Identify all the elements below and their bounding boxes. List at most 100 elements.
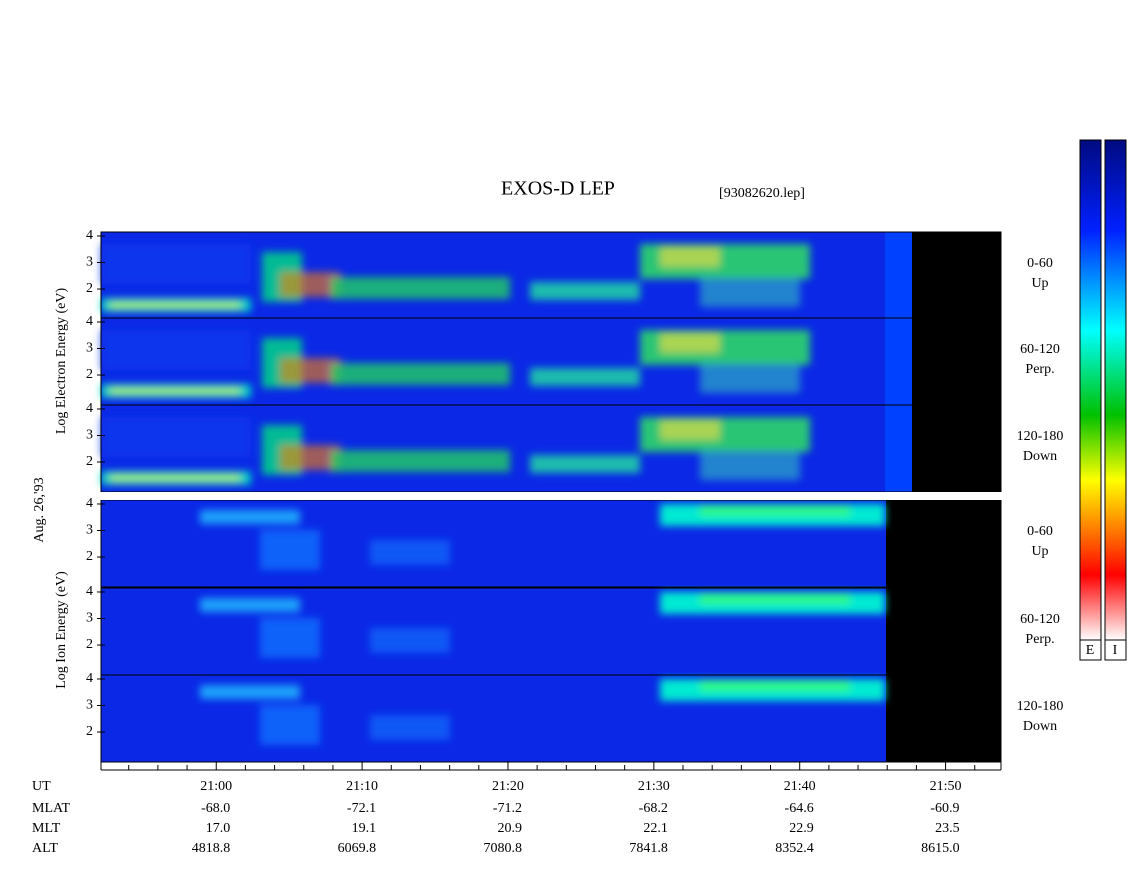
spectrogram-features	[200, 592, 885, 658]
colorbar	[1079, 139, 1102, 641]
table-cell: 22.9	[789, 821, 814, 836]
data-gap	[886, 588, 1001, 675]
group-gap	[99, 492, 1003, 500]
y-tick-label: 3	[86, 611, 93, 626]
y-tick-label: 4	[86, 671, 93, 686]
feature	[700, 450, 800, 480]
y-tick-label: 2	[86, 281, 93, 296]
y-tick-label: 2	[86, 724, 93, 739]
feature	[660, 333, 720, 353]
row-label: ALT	[32, 841, 58, 856]
blue-strip	[885, 232, 912, 319]
colorbar-label: E	[1086, 643, 1095, 658]
table-cell: -68.2	[639, 801, 668, 816]
x-tick-label: 21:00	[200, 779, 232, 794]
spectrogram-features	[101, 330, 810, 398]
colorbar-box	[1079, 639, 1102, 661]
spectrogram-features	[101, 417, 810, 485]
y-tick-label: 4	[86, 496, 93, 511]
x-tick-label: 21:40	[784, 779, 816, 794]
spectrogram	[100, 674, 1002, 763]
blue-strip	[885, 318, 912, 405]
feature	[700, 363, 800, 393]
y-tick-label: 4	[86, 401, 93, 416]
y-tick-label: 4	[86, 228, 93, 243]
data-gap	[912, 232, 1001, 319]
table-cell: 8352.4	[775, 841, 814, 856]
feature	[370, 628, 450, 653]
feature	[530, 455, 640, 473]
panel-label: Up	[1031, 276, 1048, 291]
axis-label: Log Electron Energy (eV)	[54, 288, 69, 435]
feature	[660, 247, 720, 267]
row-label: MLT	[32, 821, 61, 836]
row-label: UT	[32, 779, 51, 794]
x-tick-label: 21:30	[638, 779, 670, 794]
panel-label: Perp.	[1025, 362, 1054, 377]
panel-label: Up	[1031, 544, 1048, 559]
spectrogram	[100, 317, 1002, 406]
spectrogram	[100, 499, 1002, 588]
feature	[330, 363, 510, 385]
y-tick-label: 2	[86, 549, 93, 564]
panel-label: Down	[1023, 719, 1057, 734]
feature	[110, 302, 240, 308]
table-cell: 17.0	[206, 821, 231, 836]
feature	[660, 420, 720, 440]
panel-label: Perp.	[1025, 632, 1054, 647]
feature	[700, 506, 850, 516]
spectrogram-features	[101, 244, 810, 312]
panel-label: 0-60	[1027, 524, 1053, 539]
feature	[370, 715, 450, 740]
feature	[101, 417, 251, 457]
spectrogram	[100, 587, 1002, 676]
feature	[530, 368, 640, 386]
feature	[101, 330, 251, 370]
feature	[110, 388, 240, 394]
table-cell: -60.9	[930, 801, 959, 816]
panel-label: 60-120	[1020, 612, 1060, 627]
x-tick-label: 21:10	[346, 779, 378, 794]
table-cell: 20.9	[497, 821, 522, 836]
feature	[200, 685, 300, 699]
y-tick-label: 3	[86, 255, 93, 270]
x-tick-label: 21:50	[930, 779, 962, 794]
chart-subtitle: [93082620.lep]	[719, 186, 805, 201]
panel-label: 0-60	[1027, 256, 1053, 271]
data-gap	[912, 318, 1001, 405]
panel-label: 120-180	[1017, 429, 1064, 444]
feature	[370, 540, 450, 565]
axis-label: Log Ion Energy (eV)	[54, 571, 69, 689]
y-tick-label: 2	[86, 367, 93, 382]
data-gap	[886, 500, 1001, 587]
data-gap	[912, 405, 1001, 492]
y-tick-label: 3	[86, 428, 93, 443]
feature	[260, 705, 320, 745]
y-tick-label: 4	[86, 584, 93, 599]
table-cell: 8615.0	[921, 841, 960, 856]
panel-label: Down	[1023, 449, 1057, 464]
feature	[700, 277, 800, 307]
table-cell: 19.1	[352, 821, 377, 836]
feature	[101, 244, 251, 284]
x-tick-label: 21:20	[492, 779, 524, 794]
colorbar	[1104, 139, 1127, 641]
y-tick-label: 3	[86, 341, 93, 356]
y-tick-label: 2	[86, 637, 93, 652]
table-cell: -72.1	[347, 801, 376, 816]
data-gap	[886, 675, 1001, 762]
table-cell: -71.2	[493, 801, 522, 816]
feature	[330, 450, 510, 472]
spectrogram-features	[200, 679, 885, 745]
blue-strip	[885, 405, 912, 492]
row-label: MLAT	[32, 801, 71, 816]
feature	[260, 618, 320, 658]
spectrogram-features	[200, 504, 885, 570]
feature	[330, 277, 510, 299]
feature	[260, 530, 320, 570]
spectrogram	[100, 231, 1002, 320]
table-cell: -64.6	[785, 801, 814, 816]
table-cell: 4818.8	[192, 841, 231, 856]
date-label: Aug. 26,'93	[32, 477, 47, 542]
